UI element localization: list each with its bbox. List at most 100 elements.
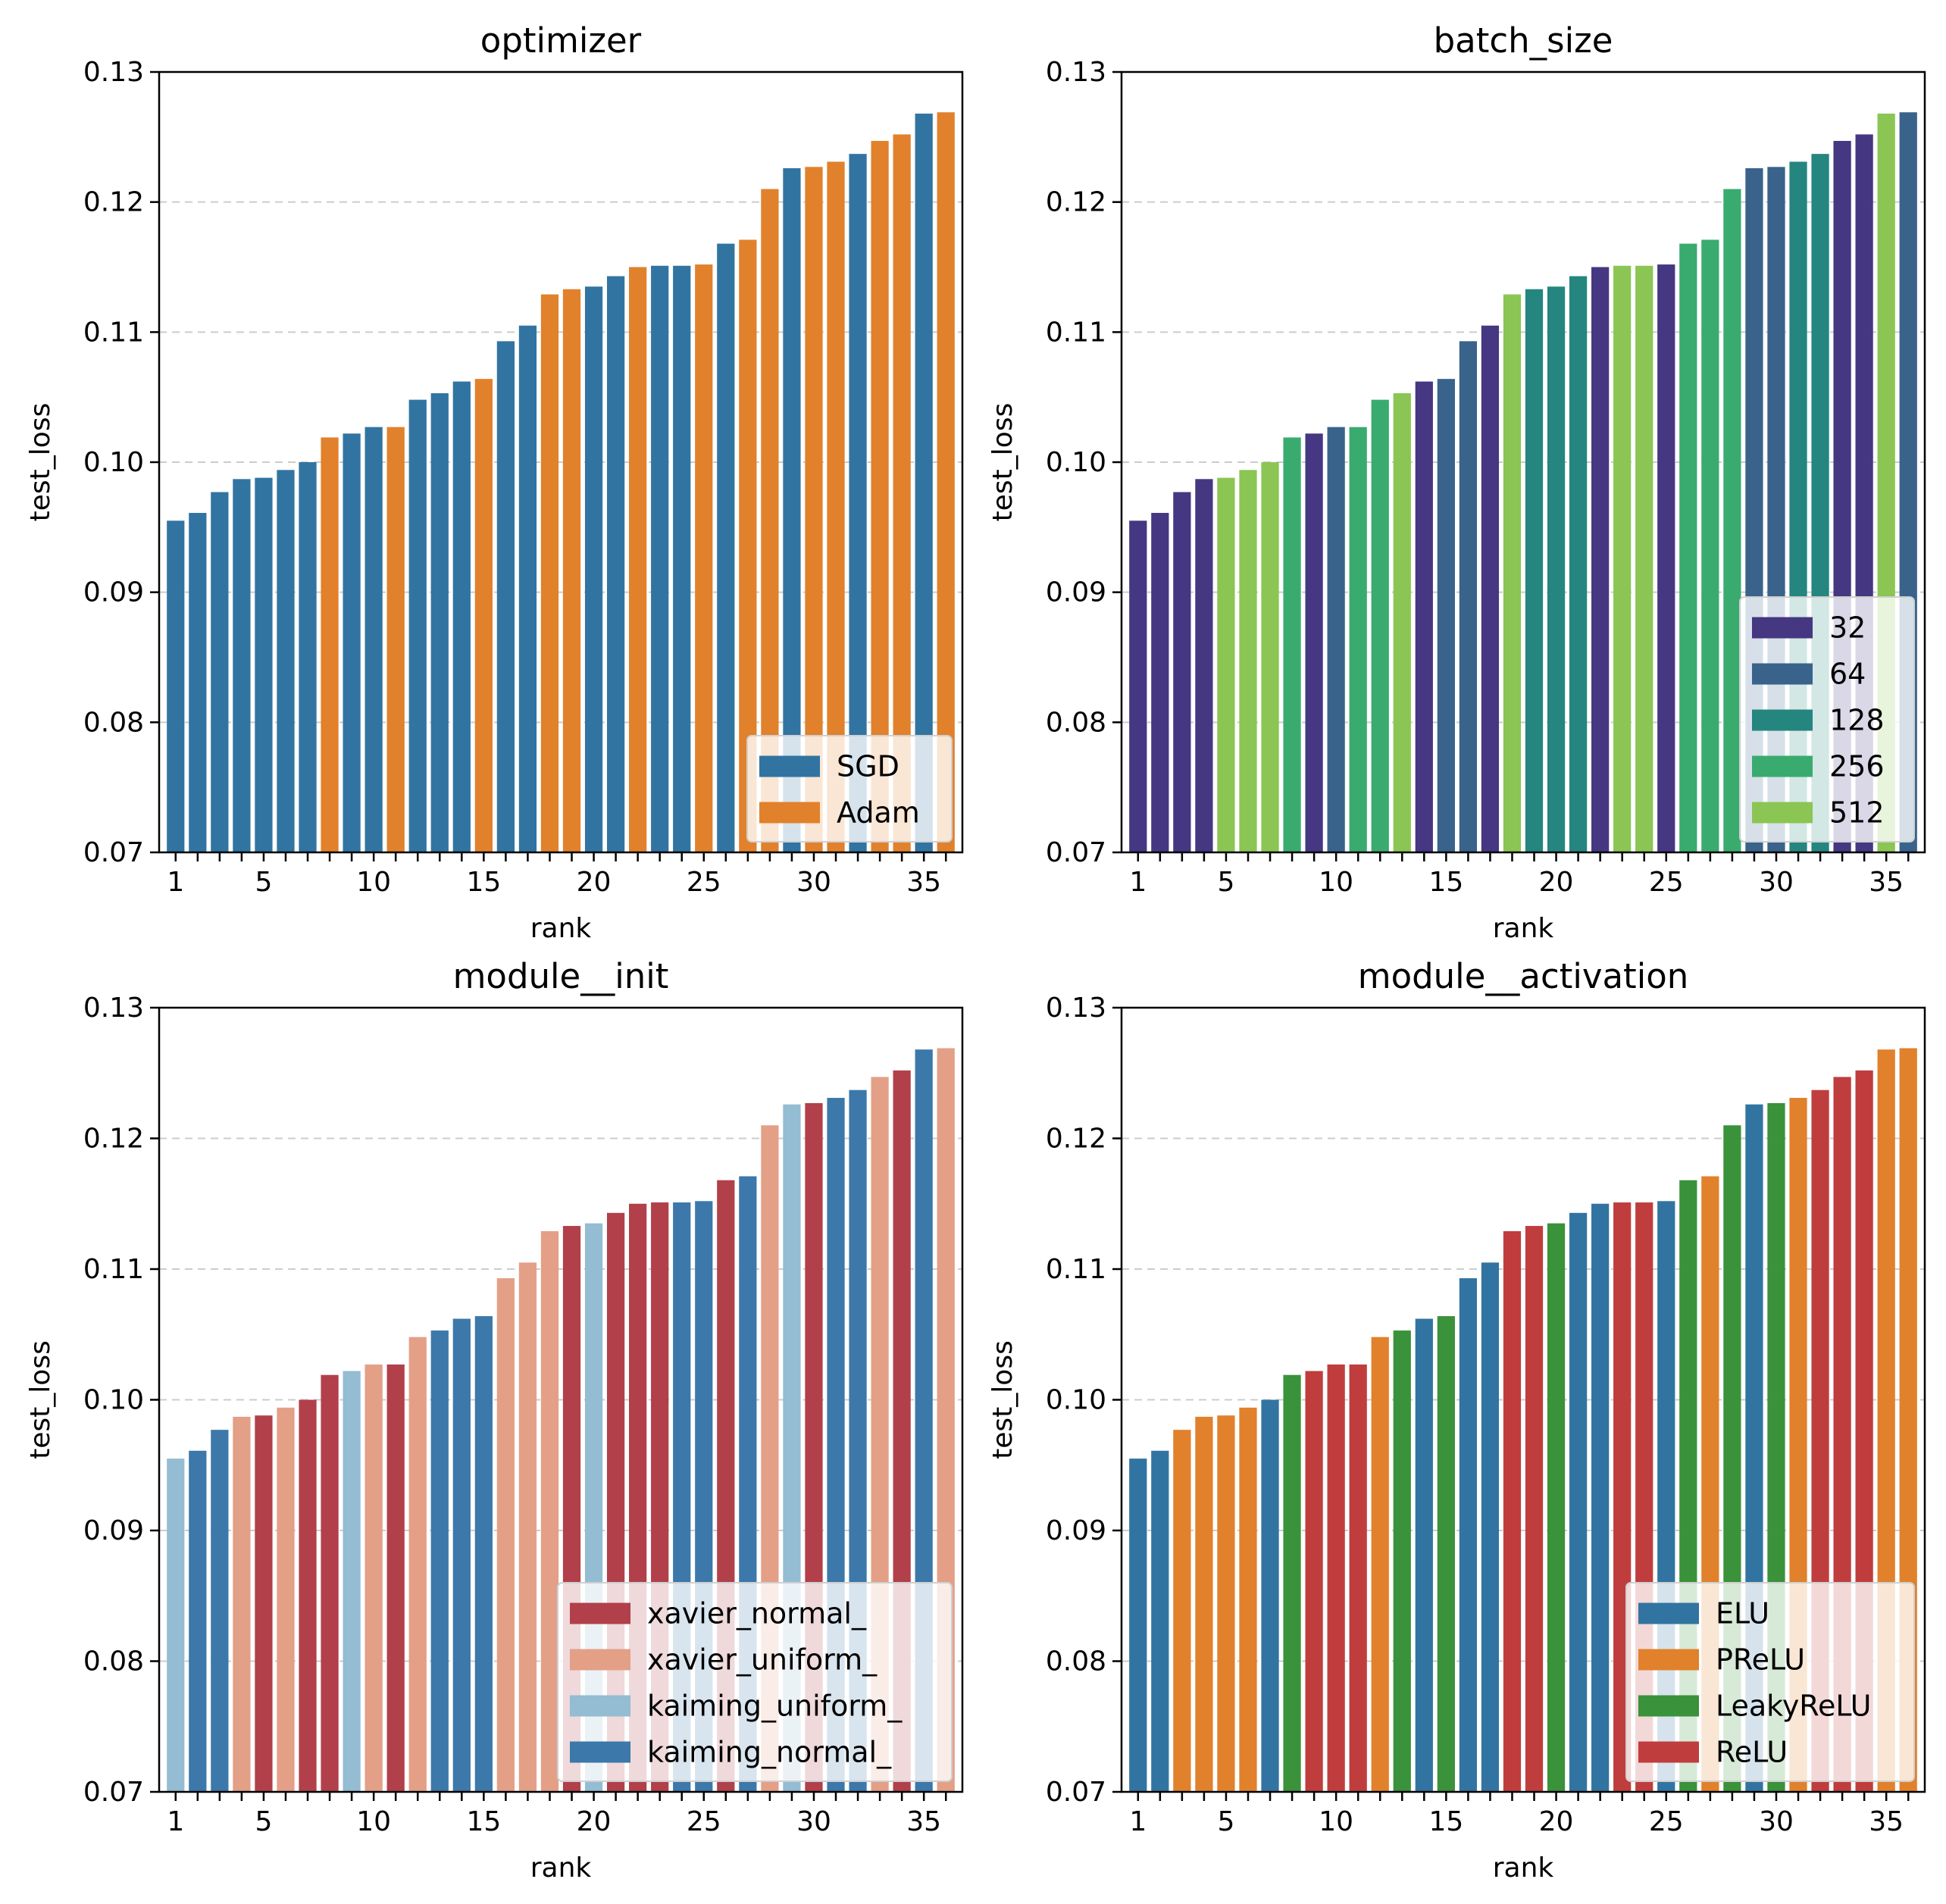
x-tick-label: 5 [1217,1806,1234,1837]
y-tick-label: 0.13 [1046,57,1106,88]
bar [1613,265,1632,852]
x-axis-label: rank [530,913,592,944]
bar [1371,1337,1389,1792]
legend-swatch [759,802,820,824]
bar [343,1371,361,1792]
bar [584,286,603,852]
x-tick-label: 35 [1869,1806,1904,1837]
x-tick-label: 10 [356,867,391,898]
bar [1173,1430,1191,1792]
legend-label: SGD [837,750,899,783]
y-tick-label: 0.09 [83,577,144,608]
bar [1547,1223,1566,1792]
y-tick-label: 0.07 [1046,1777,1106,1808]
legend-label: 32 [1829,611,1866,645]
bar [321,1374,339,1792]
bar [1261,1399,1279,1792]
y-tick-label: 0.07 [83,837,144,868]
bar [893,134,911,852]
legend-label: xavier_uniform_ [647,1643,878,1677]
bar [1283,1374,1301,1792]
legend-swatch [1638,1741,1699,1763]
y-tick-label: 0.08 [1046,1646,1106,1677]
bar [1327,1364,1345,1792]
x-tick-label: 30 [1759,867,1794,898]
legend-label: 256 [1829,750,1885,783]
legend-swatch [1638,1695,1699,1717]
bar [1195,1416,1213,1792]
bar [255,477,273,852]
x-tick-label: 30 [796,1806,831,1837]
bar [1503,1230,1522,1792]
bar [761,189,779,852]
legend: ELU PReLU LeakyReLU ReLU [1625,1582,1915,1782]
bar [299,462,317,852]
legend-label: PReLU [1716,1643,1805,1677]
bar [1349,427,1367,852]
bar [739,239,757,852]
bar [1415,381,1433,853]
bar [1437,379,1455,853]
y-tick-label: 0.11 [83,317,144,348]
x-tick-label: 1 [167,867,184,898]
y-tick-label: 0.08 [83,707,144,738]
bar [651,265,669,852]
x-tick-label: 20 [1539,1806,1574,1837]
y-tick-label: 0.13 [83,57,144,88]
x-tick-label: 15 [1428,867,1463,898]
bar [1723,189,1741,852]
bar [1591,267,1610,852]
bar [1679,243,1697,853]
bar [518,1262,537,1792]
bar [408,399,427,852]
subplot-batch_size: 0.070.080.090.100.110.120.131 5 10 15 20 25 30… [987,20,1926,944]
y-tick-label: 0.12 [1046,187,1106,218]
bar [1481,1262,1500,1792]
x-tick-label: 35 [906,867,941,898]
bar [1415,1318,1433,1792]
bar [364,427,383,852]
legend-label: LeakyReLU [1716,1690,1871,1723]
subplot-title: optimizer [480,20,642,61]
bar [167,1458,185,1792]
subplot-title: module__init [453,956,669,996]
subplot-module__activation: 0.070.080.090.100.110.120.131 5 10 15 20 25 30… [987,956,1926,1884]
x-tick-label: 30 [1759,1806,1794,1837]
bar [1503,294,1522,852]
bar [1305,433,1323,852]
bar [496,341,515,853]
bar [1393,393,1411,852]
bar [827,161,845,852]
bar [1481,325,1500,852]
y-tick-label: 0.12 [83,1124,144,1155]
x-tick-label: 25 [687,867,721,898]
bar [277,1407,295,1792]
bar [1129,1458,1147,1792]
y-tick-label: 0.09 [1046,577,1106,608]
y-axis-label: test_loss [987,1340,1018,1459]
bar [1151,1450,1169,1792]
bar [1569,1212,1588,1792]
legend-swatch [570,1602,630,1624]
y-tick-label: 0.07 [1046,837,1106,868]
x-axis-label: rank [530,1852,592,1884]
subplot-module__init: 0.070.080.090.100.110.120.131 5 10 15 20 25 30… [25,956,964,1884]
bar [189,1450,207,1792]
bar [211,492,229,852]
x-tick-label: 30 [796,867,831,898]
x-tick-label: 1 [167,1806,184,1837]
y-tick-label: 0.11 [1046,317,1106,348]
x-tick-label: 35 [1869,867,1904,898]
bar [1217,477,1235,852]
bar [518,325,537,852]
x-tick-label: 5 [1217,867,1234,898]
y-tick-label: 0.11 [83,1254,144,1285]
bar [1305,1371,1323,1792]
x-tick-label: 20 [577,1806,612,1837]
bar [1239,470,1257,852]
bar [1371,399,1389,852]
legend-swatch [570,1695,630,1717]
bar [1239,1407,1257,1792]
bar [167,521,185,852]
